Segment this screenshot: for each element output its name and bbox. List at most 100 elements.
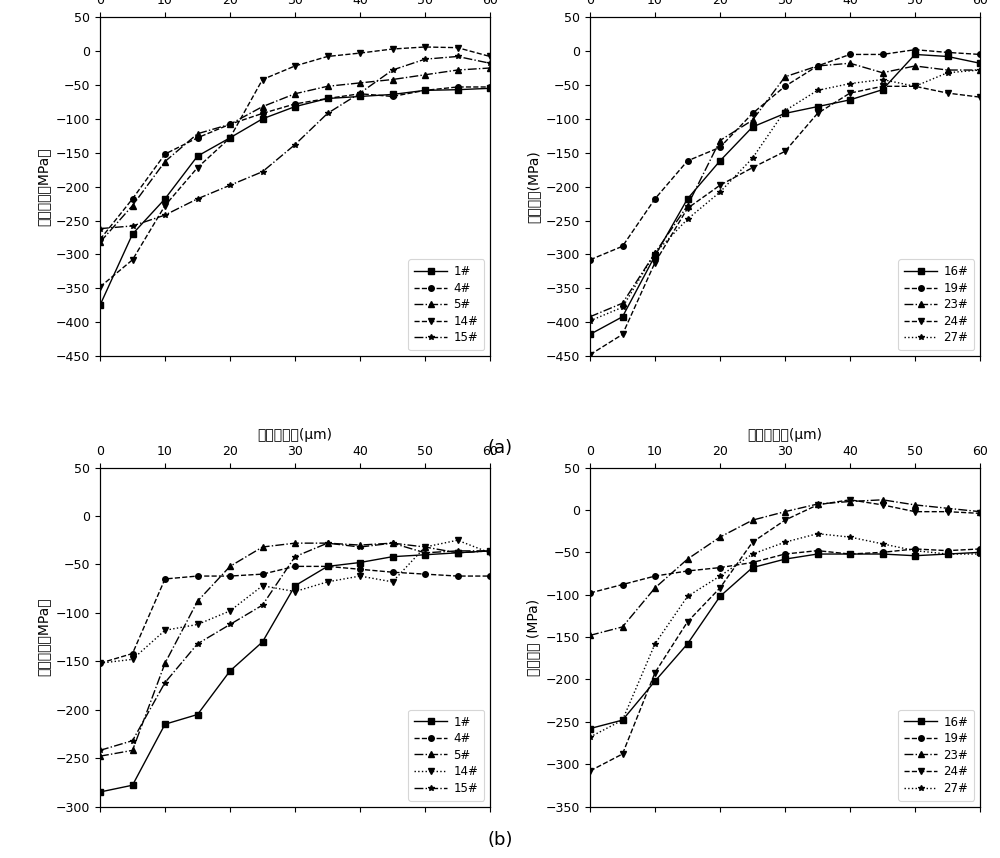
14# — [289, 586, 301, 596]
27# — [844, 532, 856, 542]
19# — [649, 194, 661, 204]
4# — [126, 194, 138, 204]
15# — [386, 65, 398, 76]
23# — [779, 72, 791, 82]
Line: 5#: 5# — [97, 65, 493, 245]
5# — [192, 596, 204, 607]
19# — [616, 579, 629, 589]
14# — [256, 75, 268, 85]
23# — [812, 61, 824, 71]
4# — [484, 571, 496, 581]
16# — [649, 251, 661, 261]
Line: 16#: 16# — [587, 550, 983, 731]
5# — [126, 746, 138, 756]
4# — [322, 94, 334, 104]
5# — [126, 201, 138, 211]
15# — [192, 638, 204, 649]
4# — [256, 108, 268, 118]
27# — [584, 316, 596, 326]
27# — [909, 546, 921, 556]
27# — [876, 75, 889, 85]
15# — [386, 538, 398, 548]
16# — [812, 101, 824, 112]
1# — [354, 558, 366, 568]
24# — [942, 506, 954, 517]
19# — [714, 142, 726, 153]
Text: (b): (b) — [487, 831, 513, 849]
23# — [876, 68, 889, 78]
16# — [649, 676, 661, 686]
16# — [974, 547, 986, 558]
27# — [974, 65, 986, 76]
19# — [876, 49, 889, 59]
14# — [419, 42, 431, 52]
14# — [289, 61, 301, 71]
24# — [779, 515, 791, 525]
23# — [714, 532, 726, 542]
14# — [94, 658, 106, 668]
14# — [322, 577, 334, 587]
Line: 27#: 27# — [587, 531, 983, 740]
5# — [289, 88, 301, 99]
4# — [94, 234, 106, 245]
24# — [682, 203, 694, 214]
5# — [386, 538, 398, 548]
4# — [354, 88, 366, 99]
14# — [452, 43, 464, 53]
23# — [909, 61, 921, 71]
1# — [289, 101, 301, 112]
19# — [942, 546, 954, 556]
16# — [909, 49, 921, 59]
19# — [746, 108, 759, 118]
19# — [682, 155, 694, 166]
5# — [386, 75, 398, 85]
23# — [584, 631, 596, 641]
27# — [844, 78, 856, 88]
1# — [484, 83, 496, 94]
5# — [419, 69, 431, 80]
24# — [812, 108, 824, 118]
1# — [126, 780, 138, 790]
1# — [452, 547, 464, 558]
14# — [256, 581, 268, 591]
16# — [714, 591, 726, 601]
27# — [942, 549, 954, 559]
14# — [192, 162, 204, 172]
24# — [616, 749, 629, 759]
Y-axis label: 残余应力（MPa）: 残余应力（MPa） — [36, 598, 50, 676]
16# — [812, 549, 824, 559]
4# — [386, 567, 398, 577]
15# — [159, 678, 171, 688]
23# — [844, 58, 856, 69]
23# — [616, 298, 629, 308]
15# — [94, 746, 106, 756]
24# — [844, 88, 856, 98]
15# — [289, 552, 301, 562]
15# — [484, 58, 496, 69]
4# — [289, 99, 301, 109]
4# — [159, 149, 171, 160]
27# — [649, 638, 661, 649]
1# — [419, 550, 431, 560]
27# — [682, 214, 694, 224]
1# — [94, 300, 106, 311]
14# — [484, 51, 496, 62]
15# — [419, 547, 431, 558]
16# — [974, 58, 986, 69]
5# — [94, 751, 106, 761]
23# — [649, 583, 661, 593]
Line: 23#: 23# — [587, 60, 983, 319]
15# — [256, 600, 268, 610]
Line: 15#: 15# — [97, 54, 493, 232]
23# — [746, 515, 759, 525]
19# — [909, 544, 921, 554]
24# — [876, 499, 889, 510]
5# — [224, 119, 236, 130]
27# — [942, 68, 954, 78]
15# — [322, 538, 334, 548]
19# — [812, 546, 824, 556]
16# — [844, 549, 856, 559]
19# — [844, 549, 856, 559]
1# — [322, 561, 334, 571]
23# — [974, 65, 986, 76]
